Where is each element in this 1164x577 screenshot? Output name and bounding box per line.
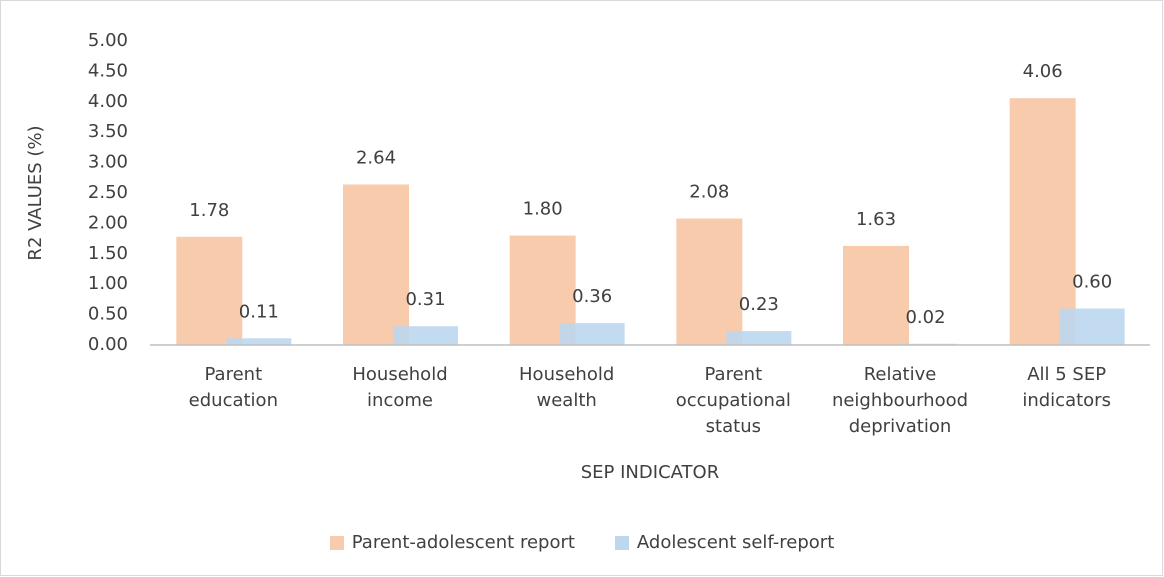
x-tick-label: Relative neighbourhood deprivation	[831, 364, 969, 437]
bar	[226, 338, 292, 345]
data-label: 0.31	[405, 289, 445, 310]
data-label: 1.63	[856, 209, 896, 230]
legend-label: Adolescent self-report	[636, 532, 835, 553]
data-label: 2.64	[356, 147, 396, 168]
legend-swatch	[614, 535, 629, 550]
x-axis-title: SEP INDICATOR	[581, 462, 719, 483]
x-tick-label: Household wealth	[519, 364, 615, 411]
legend-swatch	[329, 535, 344, 550]
y-tick-label: 3.50	[88, 121, 128, 142]
bar	[559, 323, 625, 345]
x-tick-label: Household income	[352, 364, 448, 411]
y-tick-label: 5.00	[88, 30, 128, 51]
legend-item: Parent-adolescent report	[329, 532, 575, 553]
y-tick-label: 2.50	[88, 182, 128, 203]
data-label: 1.78	[189, 200, 229, 221]
data-label: 1.80	[523, 199, 563, 220]
bar	[726, 331, 792, 345]
y-tick-label: 2.00	[88, 212, 128, 233]
bar	[1009, 98, 1076, 345]
y-tick-label: 1.50	[88, 243, 128, 264]
data-label: 0.60	[1072, 272, 1112, 293]
legend: Parent-adolescent report Adolescent self-…	[0, 532, 1164, 553]
data-label: 0.36	[572, 286, 612, 307]
y-tick-label: 1.00	[88, 273, 128, 294]
bar	[343, 184, 409, 345]
bar	[843, 245, 909, 345]
bar	[1059, 308, 1125, 345]
y-tick-label: 4.00	[88, 91, 128, 112]
y-tick-label: 3.00	[88, 152, 128, 173]
bar	[393, 326, 458, 345]
data-label: 2.08	[689, 182, 729, 203]
y-tick-label: 4.50	[88, 60, 128, 81]
y-tick-label: 0.00	[88, 334, 128, 355]
y-axis-title: R2 VALUES (%)	[25, 125, 46, 260]
data-label: 4.06	[1023, 61, 1063, 82]
y-tick-label: 0.50	[88, 304, 128, 325]
data-label: 0.11	[239, 301, 279, 322]
bar	[676, 218, 743, 345]
data-label: 0.23	[739, 294, 779, 315]
legend-label: Parent-adolescent report	[351, 532, 575, 553]
x-tick-label: All 5 SEP indicators	[1022, 364, 1111, 411]
x-tick-label: Parent education	[188, 364, 278, 411]
data-label: 0.02	[905, 307, 945, 328]
legend-item: Adolescent self-report	[614, 532, 835, 553]
x-tick-label: Parent occupational status	[675, 364, 791, 437]
bar	[176, 236, 243, 345]
